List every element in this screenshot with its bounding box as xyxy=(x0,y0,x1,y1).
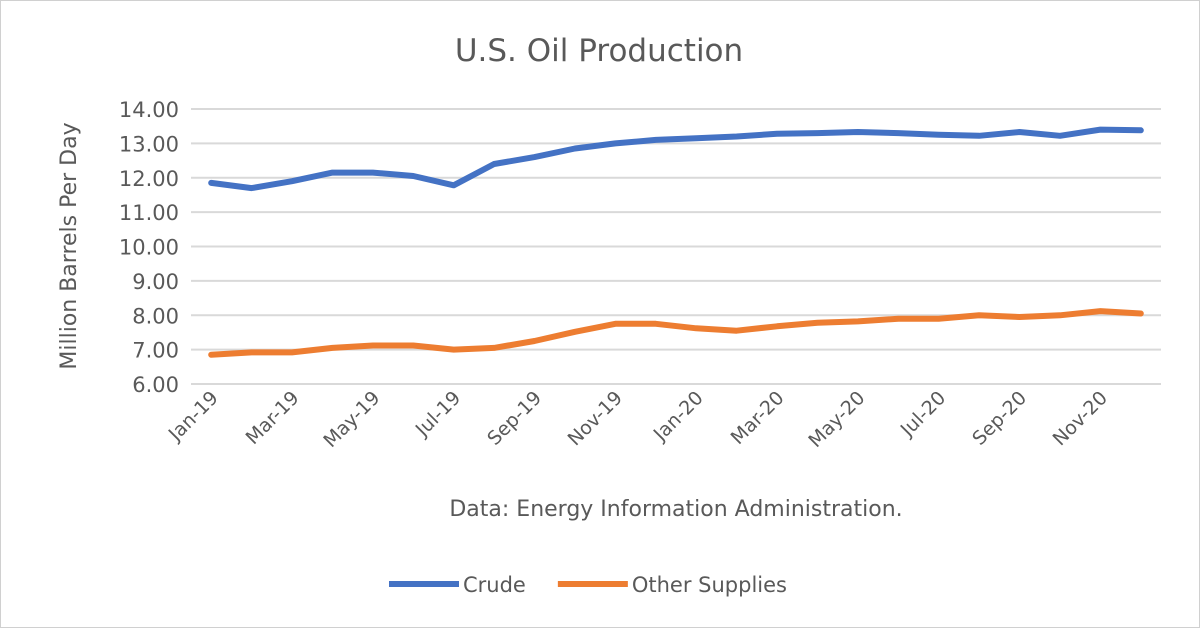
x-tick-label: Jul-19 xyxy=(411,387,465,441)
y-tick-label: 9.00 xyxy=(132,270,179,294)
x-tick-label: Mar-20 xyxy=(727,387,789,449)
y-tick-label: 11.00 xyxy=(119,201,179,225)
x-tick-label: Mar-19 xyxy=(242,387,304,449)
x-tick-label: Nov-19 xyxy=(564,387,627,450)
x-tick-label: Jan-20 xyxy=(649,387,708,446)
x-tick-label: Sep-20 xyxy=(968,387,1031,450)
y-axis-label: Million Barrels Per Day xyxy=(57,122,82,369)
series-line-crude xyxy=(208,126,1144,192)
x-tick-label: Nov-20 xyxy=(1049,387,1112,450)
series-line-other-supplies xyxy=(208,308,1144,358)
y-tick-label: 8.00 xyxy=(132,304,179,328)
y-tick-label: 10.00 xyxy=(119,236,179,260)
y-tick-label: 7.00 xyxy=(132,339,179,363)
chart-title: U.S. Oil Production xyxy=(455,33,743,69)
y-tick-label: 6.00 xyxy=(132,373,179,397)
x-axis-label: Data: Energy Information Administration. xyxy=(449,497,902,522)
y-tick-label: 12.00 xyxy=(119,167,179,191)
x-tick-label: Jul-20 xyxy=(896,387,950,441)
x-tick-label: May-20 xyxy=(804,387,869,452)
x-tick-label: Sep-19 xyxy=(483,387,546,450)
y-tick-label: 13.00 xyxy=(119,132,179,156)
x-tick-label: May-19 xyxy=(319,387,384,452)
legend-label: Other Supplies xyxy=(632,573,787,597)
legend-label: Crude xyxy=(463,573,526,597)
y-tick-label: 14.00 xyxy=(119,98,179,122)
